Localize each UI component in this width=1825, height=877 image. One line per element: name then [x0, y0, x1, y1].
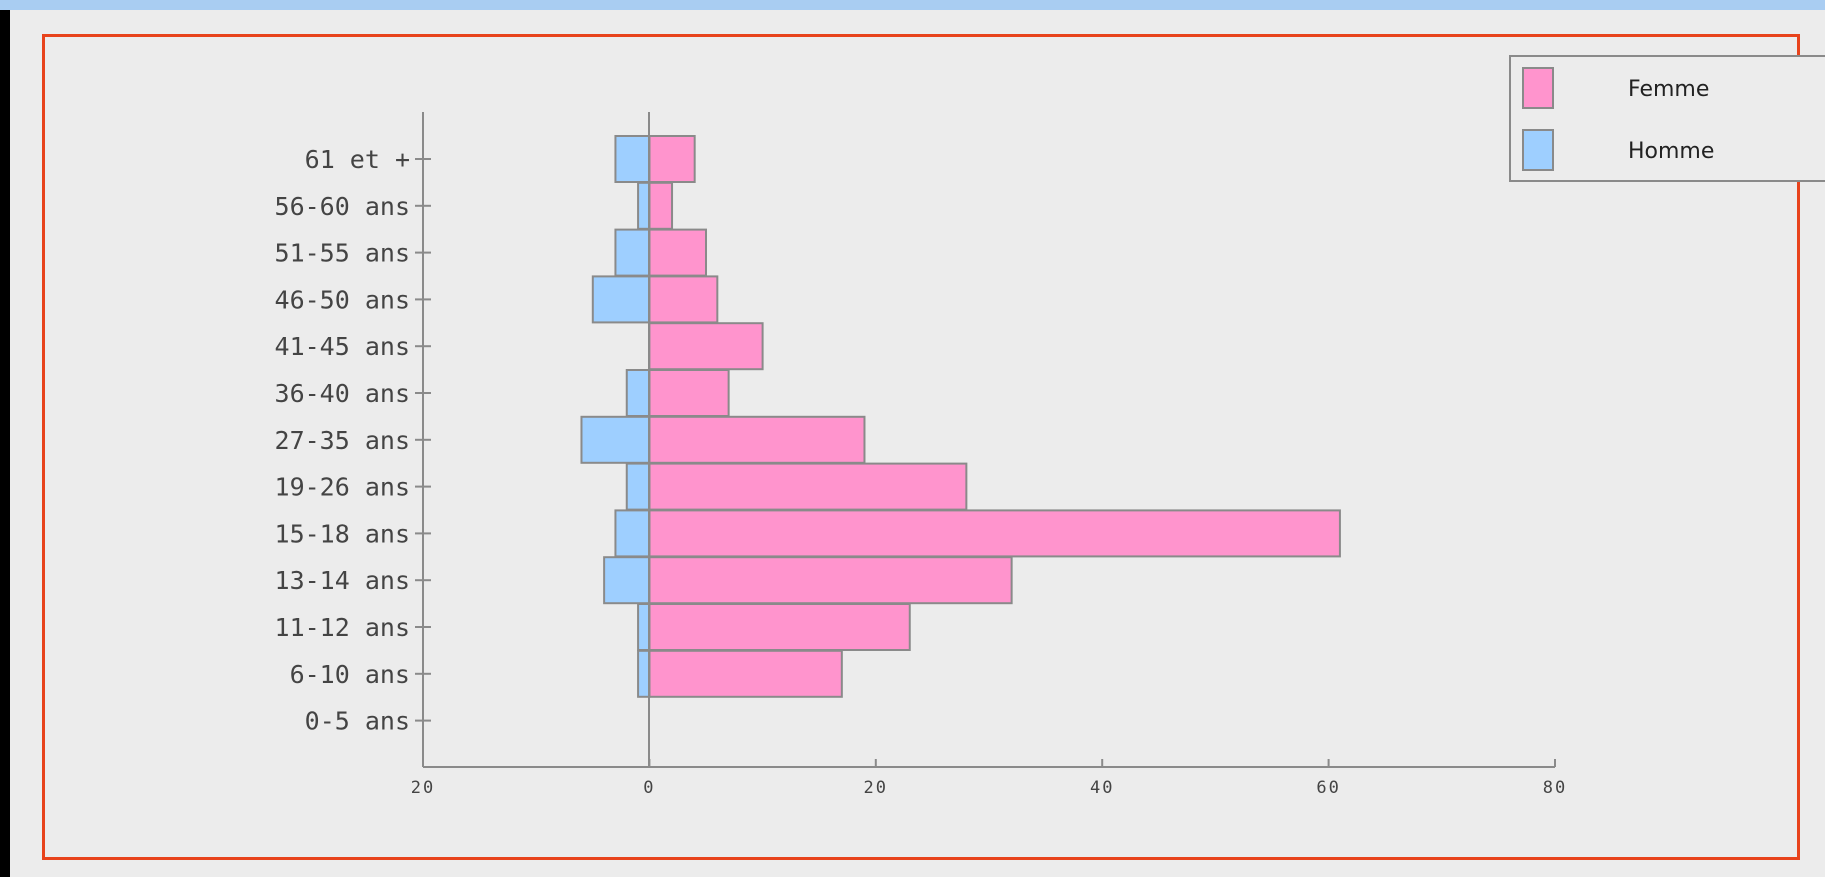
category-label: 13-14 ans [275, 566, 410, 595]
x-tick-label: 0 [643, 778, 655, 798]
bar-homme-10 [637, 603, 651, 651]
legend-label-femme: Femme [1628, 77, 1709, 102]
legend: Femme Homme [1509, 55, 1825, 182]
bars-group [580, 135, 1341, 698]
bar-femme-3 [648, 275, 719, 324]
category-label: 27-35 ans [275, 426, 410, 455]
bar-femme-11 [648, 649, 843, 698]
x-tick-labels: 20 0 20 40 60 80 [411, 778, 1567, 798]
category-label: 46-50 ans [275, 285, 410, 314]
category-label: 36-40 ans [275, 379, 410, 408]
category-label: 0-5 ans [305, 707, 410, 736]
x-tick-label: 60 [1316, 778, 1340, 798]
bar-homme-11 [637, 649, 651, 698]
x-tick-label: 40 [1090, 778, 1114, 798]
bar-femme-1 [648, 181, 674, 230]
bar-femme-2 [648, 228, 708, 277]
bar-femme-5 [648, 369, 730, 417]
bar-homme-9 [603, 556, 651, 605]
bar-homme-5 [625, 369, 651, 417]
category-label: 15-18 ans [275, 519, 410, 548]
category-label: 19-26 ans [275, 473, 410, 502]
category-label: 61 et + [305, 145, 410, 174]
category-label: 11-12 ans [275, 613, 410, 642]
legend-label-homme: Homme [1628, 139, 1714, 164]
category-label: 51-55 ans [275, 239, 410, 268]
x-tick-label: 20 [864, 778, 888, 798]
bar-femme-4 [648, 322, 764, 371]
bar-homme-8 [614, 509, 651, 558]
legend-swatch-homme [1522, 129, 1554, 171]
bar-homme-0 [614, 135, 651, 183]
bar-femme-9 [648, 556, 1013, 605]
bar-femme-0 [648, 135, 696, 183]
category-label: 6-10 ans [290, 660, 410, 689]
legend-box [1509, 55, 1825, 182]
bar-femme-10 [648, 603, 911, 651]
category-label: 56-60 ans [275, 192, 410, 221]
category-labels: 61 et + 56-60 ans 51-55 ans 46-50 ans 41-45 … [275, 145, 410, 736]
bar-homme-3 [591, 275, 651, 324]
bar-femme-6 [648, 415, 866, 464]
x-tick-label: 80 [1543, 778, 1567, 798]
x-tick-label: 20 [411, 778, 435, 798]
bar-femme-7 [648, 462, 968, 511]
bar-femme-8 [648, 509, 1341, 558]
bar-homme-7 [625, 462, 651, 511]
chart-border [42, 34, 1800, 860]
category-label: 41-45 ans [275, 332, 410, 361]
bar-homme-2 [614, 228, 651, 277]
legend-swatch-femme [1522, 67, 1554, 109]
bar-homme-6 [580, 415, 651, 464]
bar-homme-1 [637, 181, 651, 230]
axes-group [415, 112, 1556, 768]
